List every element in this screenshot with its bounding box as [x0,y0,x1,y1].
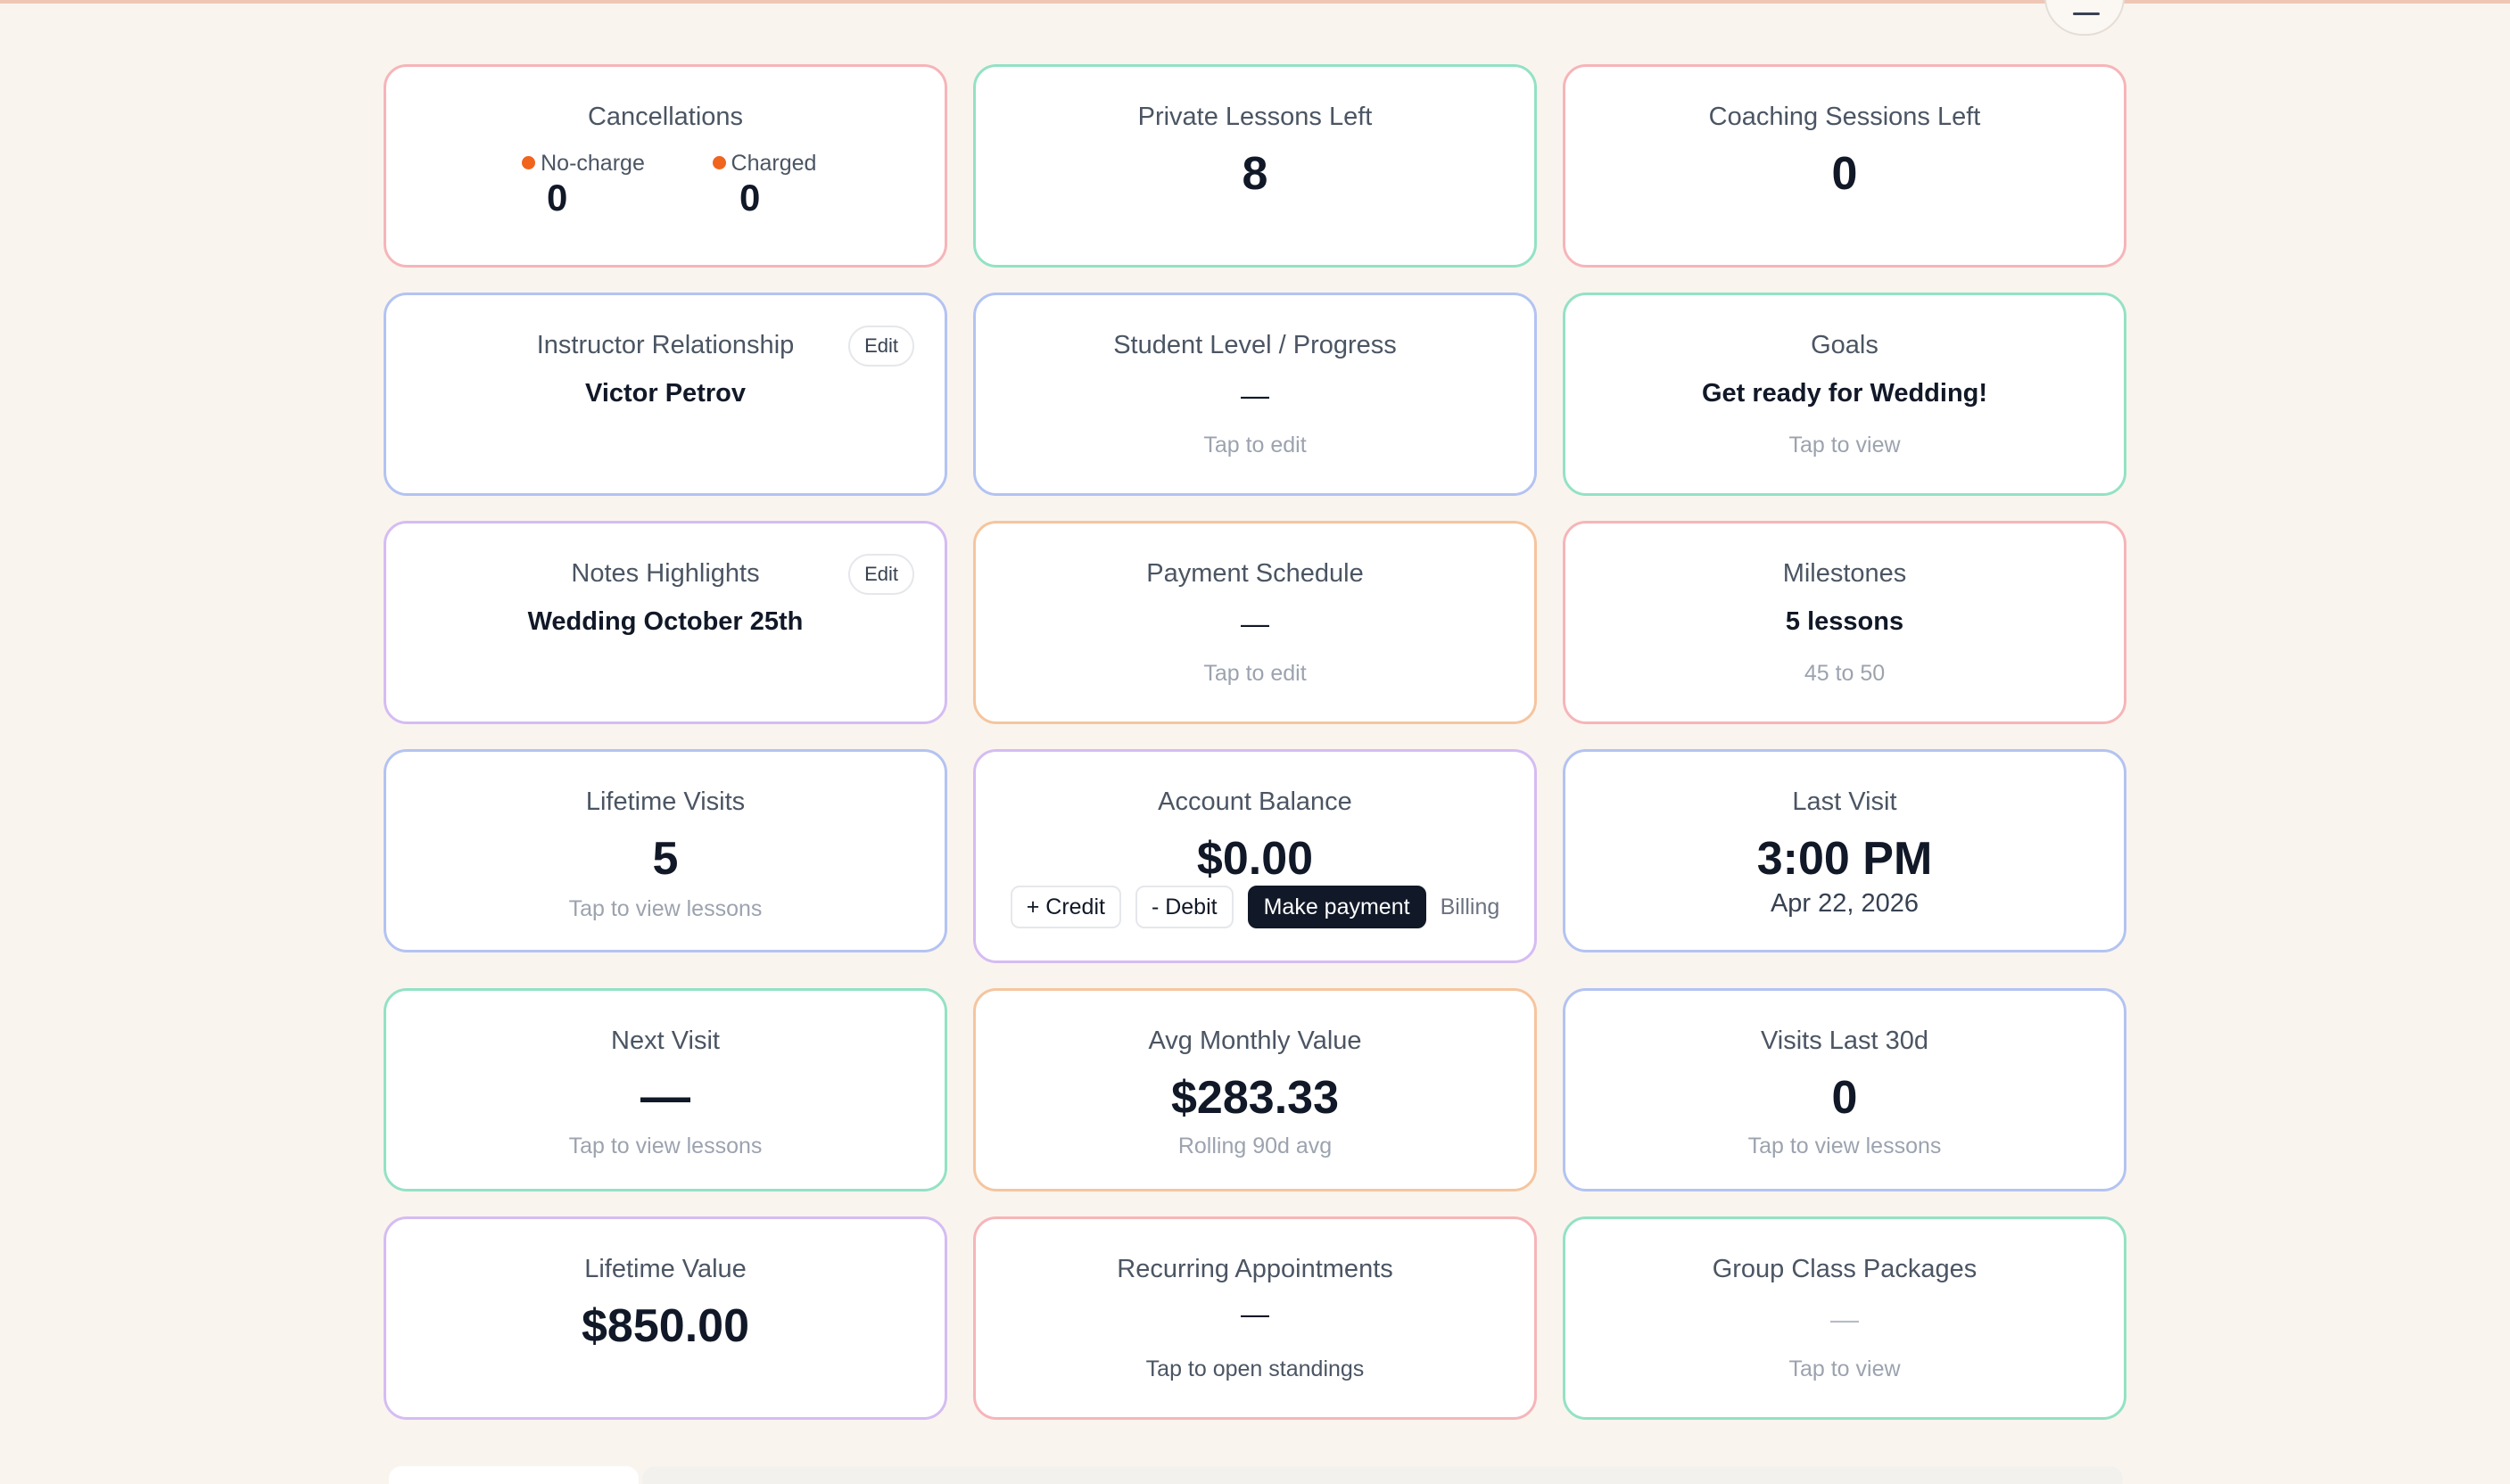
card-title: Visits Last 30d [1760,1026,1929,1055]
payment-schedule-hint: Tap to edit [1203,661,1307,686]
payment-schedule-card[interactable]: Payment Schedule — Tap to edit [973,521,1537,724]
private-lessons-card[interactable]: Private Lessons Left 8 [973,64,1537,268]
next-visit-value: — [640,1068,690,1124]
last-visit-card[interactable]: Last Visit 3:00 PM Apr 22, 2026 [1563,749,2126,952]
card-title: Goals [1811,331,1878,359]
group-class-hint: Tap to view [1788,1356,1901,1381]
notes-edit-button[interactable]: Edit [848,554,914,595]
goals-hint: Tap to view [1788,433,1901,458]
lifetime-value: $850.00 [582,1300,749,1352]
goals-value: Get ready for Wedding! [1701,379,1988,408]
card-title: Lifetime Value [584,1255,747,1283]
balance-actions: + Credit - Debit Make payment Billing [976,886,1534,928]
milestones-hint: 45 to 50 [1804,661,1886,686]
card-title: Last Visit [1792,787,1897,816]
avg-monthly-value-card[interactable]: Avg Monthly Value $283.33 Rolling 90d av… [973,988,1537,1191]
no-charge-dot-icon [522,156,536,169]
card-title: Next Visit [611,1026,720,1055]
instructor-relationship-card[interactable]: Instructor Relationship Edit Victor Petr… [384,293,947,496]
top-divider [0,0,2510,4]
lifetime-visits-hint: Tap to view lessons [568,896,763,921]
goals-card[interactable]: Goals Get ready for Wedding! Tap to view [1563,293,2126,496]
lifetime-value-card[interactable]: Lifetime Value $850.00 [384,1216,947,1420]
last-visit-time: 3:00 PM [1756,833,1933,885]
visits-30d-value: 0 [1831,1072,1858,1124]
card-title: Cancellations [587,103,744,131]
credit-button[interactable]: + Credit [1010,886,1121,928]
make-payment-button[interactable]: Make payment [1247,886,1426,928]
card-title: Group Class Packages [1712,1255,1977,1283]
lifetime-visits-value: 5 [652,833,679,885]
recurring-hint: Tap to open standings [1145,1356,1365,1381]
group-class-packages-card[interactable]: Group Class Packages — Tap to view [1563,1216,2126,1420]
visits-last-30d-card[interactable]: Visits Last 30d 0 Tap to view lessons [1563,988,2126,1191]
charged-group: Charged 0 [704,149,825,218]
card-title: Coaching Sessions Left [1708,103,1981,131]
card-title: Lifetime Visits [585,787,746,816]
debit-button[interactable]: - Debit [1135,886,1234,928]
card-title: Instructor Relationship [536,331,795,359]
next-visit-hint: Tap to view lessons [568,1134,763,1158]
lifetime-visits-card[interactable]: Lifetime Visits 5 Tap to view lessons [384,749,947,952]
notes-value: Wedding October 25th [527,607,804,636]
charged-value: 0 [739,177,761,218]
coaching-sessions-value: 0 [1831,148,1858,200]
card-title: Milestones [1782,559,1907,588]
card-title: Avg Monthly Value [1148,1026,1362,1055]
no-charge-group: No-charge 0 [516,149,650,218]
card-title: Student Level / Progress [1113,331,1397,359]
recurring-value: — [1241,1298,1269,1330]
card-title: Payment Schedule [1146,559,1364,588]
student-level-value: — [1241,379,1269,411]
card-title: Recurring Appointments [1117,1255,1393,1283]
account-balance-card: Account Balance $0.00 + Credit - Debit M… [973,749,1537,963]
account-balance-value: $0.00 [1196,833,1314,885]
instructor-name: Victor Petrov [585,379,746,408]
student-level-hint: Tap to edit [1203,433,1307,458]
avg-monthly-value: $283.33 [1171,1072,1339,1124]
billing-link[interactable]: Billing [1440,895,1500,919]
bottom-tab[interactable] [389,1466,639,1484]
charged-dot-icon [712,156,726,169]
student-level-card[interactable]: Student Level / Progress — Tap to edit [973,293,1537,496]
milestones-card[interactable]: Milestones 5 lessons 45 to 50 [1563,521,2126,724]
charged-label: Charged [731,151,817,176]
no-charge-value: 0 [547,177,568,218]
notes-highlights-card[interactable]: Notes Highlights Edit Wedding October 25… [384,521,947,724]
recurring-appointments-card[interactable]: Recurring Appointments — Tap to open sta… [973,1216,1537,1420]
next-visit-card[interactable]: Next Visit — Tap to view lessons [384,988,947,1191]
visits-30d-hint: Tap to view lessons [1747,1134,1942,1158]
instructor-edit-button[interactable]: Edit [848,326,914,367]
payment-schedule-value: — [1241,607,1269,639]
cancellations-card[interactable]: Cancellations No-charge 0 Charged 0 [384,64,947,268]
bottom-panel-edge [642,1466,2123,1484]
no-charge-label: No-charge [541,151,645,176]
card-title: Account Balance [1158,787,1352,816]
private-lessons-value: 8 [1242,148,1268,200]
card-title: Notes Highlights [571,559,760,588]
group-class-value: — [1830,1303,1859,1335]
coaching-sessions-card[interactable]: Coaching Sessions Left 0 [1563,64,2126,268]
card-title: Private Lessons Left [1137,103,1373,131]
menu-icon [2073,12,2100,15]
last-visit-date: Apr 22, 2026 [1770,889,1920,918]
milestones-value: 5 lessons [1785,607,1904,636]
avg-monthly-hint: Rolling 90d avg [1177,1134,1333,1158]
